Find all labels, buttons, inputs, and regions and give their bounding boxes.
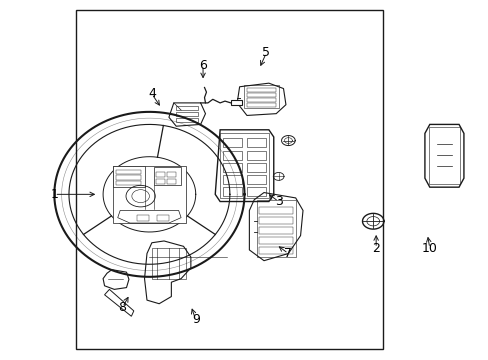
Bar xyxy=(113,166,185,223)
Bar xyxy=(137,215,149,221)
Bar xyxy=(176,118,198,122)
Bar xyxy=(176,112,198,116)
Bar xyxy=(246,187,266,196)
Text: 7: 7 xyxy=(284,247,292,260)
Bar xyxy=(428,127,459,184)
Bar xyxy=(152,248,185,279)
Bar xyxy=(246,93,276,97)
Bar xyxy=(156,172,164,177)
Bar xyxy=(113,166,144,187)
Bar xyxy=(222,175,242,184)
Bar xyxy=(246,150,266,159)
Bar xyxy=(259,207,293,214)
Bar xyxy=(220,134,268,198)
Bar xyxy=(259,217,293,224)
Bar xyxy=(154,167,181,185)
Bar xyxy=(166,179,175,184)
Bar xyxy=(246,98,276,102)
Text: 4: 4 xyxy=(147,87,156,100)
Text: 2: 2 xyxy=(371,242,379,255)
Bar xyxy=(222,138,242,147)
Bar xyxy=(116,170,141,174)
Bar xyxy=(256,200,295,257)
Bar xyxy=(230,100,241,105)
Bar xyxy=(246,88,276,92)
Bar xyxy=(116,181,141,185)
Bar xyxy=(176,106,198,111)
Bar xyxy=(246,175,266,184)
Bar xyxy=(222,163,242,172)
Bar xyxy=(166,172,175,177)
Text: 5: 5 xyxy=(262,46,270,59)
Bar xyxy=(244,85,278,108)
Text: 3: 3 xyxy=(274,195,282,208)
Text: 6: 6 xyxy=(199,59,206,72)
Bar xyxy=(222,187,242,196)
Text: 10: 10 xyxy=(421,242,437,255)
Bar xyxy=(76,10,383,348)
Text: 9: 9 xyxy=(191,313,199,327)
Bar xyxy=(246,138,266,147)
Text: 8: 8 xyxy=(119,301,126,314)
Bar xyxy=(157,215,168,221)
Bar xyxy=(246,163,266,172)
Bar xyxy=(222,150,242,159)
Bar xyxy=(259,247,293,254)
Bar xyxy=(116,175,141,180)
Bar xyxy=(259,227,293,234)
Text: 1: 1 xyxy=(50,188,58,201)
Bar xyxy=(259,237,293,244)
Bar xyxy=(246,103,276,107)
Bar xyxy=(156,179,164,184)
